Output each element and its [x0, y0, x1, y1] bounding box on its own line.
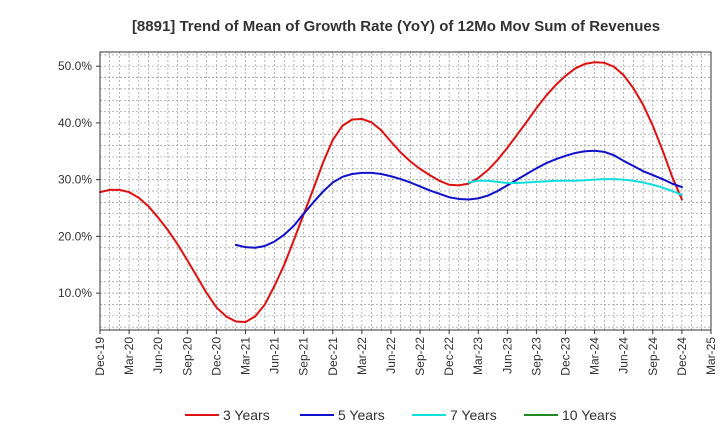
- x-tick-label: Mar-20: [122, 337, 136, 375]
- x-tick-label: Sep-23: [529, 337, 543, 376]
- legend-label: 5 Years: [338, 407, 385, 423]
- x-tick-label: Sep-20: [180, 337, 194, 376]
- y-tick-label: 20.0%: [58, 229, 92, 243]
- y-tick-label: 10.0%: [58, 286, 92, 300]
- legend: 3 Years 5 Years 7 Years 10 Years: [185, 407, 617, 423]
- chart-title: [8891] Trend of Mean of Growth Rate (YoY…: [132, 18, 660, 35]
- x-tick-label: Jun-24: [617, 337, 631, 374]
- y-tick-label: 40.0%: [58, 116, 92, 130]
- x-tick-label: Dec-21: [326, 337, 340, 376]
- x-tick-label: Sep-21: [297, 337, 311, 376]
- x-tick-label: Mar-22: [355, 337, 369, 375]
- x-tick-label: Dec-20: [209, 337, 223, 376]
- legend-label: 7 Years: [450, 407, 497, 423]
- chart-root: [8891] Trend of Mean of Growth Rate (YoY…: [0, 0, 720, 440]
- x-tick-label: Dec-24: [675, 337, 689, 376]
- x-tick-label: Dec-19: [93, 337, 107, 376]
- x-tick-label: Mar-24: [588, 337, 602, 375]
- x-tick-label: Mar-21: [238, 337, 252, 375]
- x-tick-label: Jun-22: [384, 337, 398, 374]
- x-tick-label: Jun-20: [151, 337, 165, 374]
- x-tick-label: Sep-24: [646, 337, 660, 376]
- x-tick-label: Mar-25: [704, 337, 718, 375]
- legend-label: 10 Years: [562, 407, 617, 423]
- y-tick-label: 30.0%: [58, 173, 92, 187]
- x-tick-label: Jun-23: [500, 337, 514, 374]
- line-chart: [8891] Trend of Mean of Growth Rate (YoY…: [0, 0, 720, 440]
- y-tick-label: 50.0%: [58, 59, 92, 73]
- x-tick-label: Sep-22: [413, 337, 427, 376]
- x-tick-label: Jun-21: [268, 337, 282, 374]
- x-tick-label: Mar-23: [471, 337, 485, 375]
- legend-label: 3 Years: [223, 407, 270, 423]
- x-tick-label: Dec-22: [442, 337, 456, 376]
- x-tick-label: Dec-23: [559, 337, 573, 376]
